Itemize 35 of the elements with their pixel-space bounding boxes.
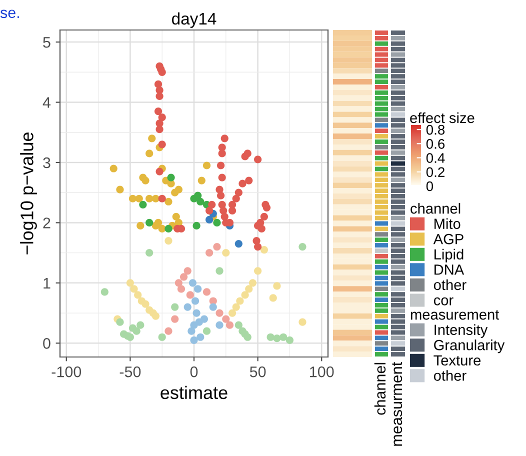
y-tick-label: 5 xyxy=(43,37,50,48)
text: channel xyxy=(374,362,386,415)
text: other xyxy=(434,370,466,381)
x-tick-label: -100 xyxy=(52,366,82,378)
legend-label: Texture xyxy=(434,355,480,366)
y-tick-label: 1 xyxy=(44,278,50,288)
x-tick-label: 50 xyxy=(250,366,266,378)
x-axis-title: estimate xyxy=(160,386,228,400)
color-bar-label: 0.2 xyxy=(426,167,444,178)
text: measurment xyxy=(392,362,402,446)
color-bar-label: 0 xyxy=(426,181,434,192)
legend-label: Lipid xyxy=(434,248,464,262)
chart-title: day14 xyxy=(172,12,216,28)
legend-title: measurement xyxy=(410,310,500,320)
legend-label: Mito xyxy=(434,218,460,229)
y-tick-label: 2 xyxy=(43,218,50,228)
legend-label: DNA xyxy=(434,264,464,275)
y-tick-label: 3 xyxy=(43,157,50,168)
y-axis-title: −log10 p−value xyxy=(20,132,37,254)
legend-label: Granularity xyxy=(434,340,505,354)
y-tick-label: 0 xyxy=(43,338,50,349)
color-bar-label: 0.8 xyxy=(426,124,445,135)
x-tick-label: -50 xyxy=(120,366,141,378)
legend-label: other xyxy=(434,279,466,290)
color-bar-title: effect size xyxy=(410,112,474,124)
legend-title: channel xyxy=(410,203,460,214)
y-tick-label: 4 xyxy=(42,97,51,108)
x-tick-label: 100 xyxy=(310,366,334,378)
text: se. xyxy=(0,10,19,18)
legend-label: cor xyxy=(434,297,454,306)
legend-label: Intensity xyxy=(434,324,488,338)
color-bar-label: 0.4 xyxy=(426,153,445,163)
x-tick-label: 0 xyxy=(190,366,198,378)
color-bar-label: 0.6 xyxy=(426,138,445,149)
legend-label: AGP xyxy=(433,234,464,244)
